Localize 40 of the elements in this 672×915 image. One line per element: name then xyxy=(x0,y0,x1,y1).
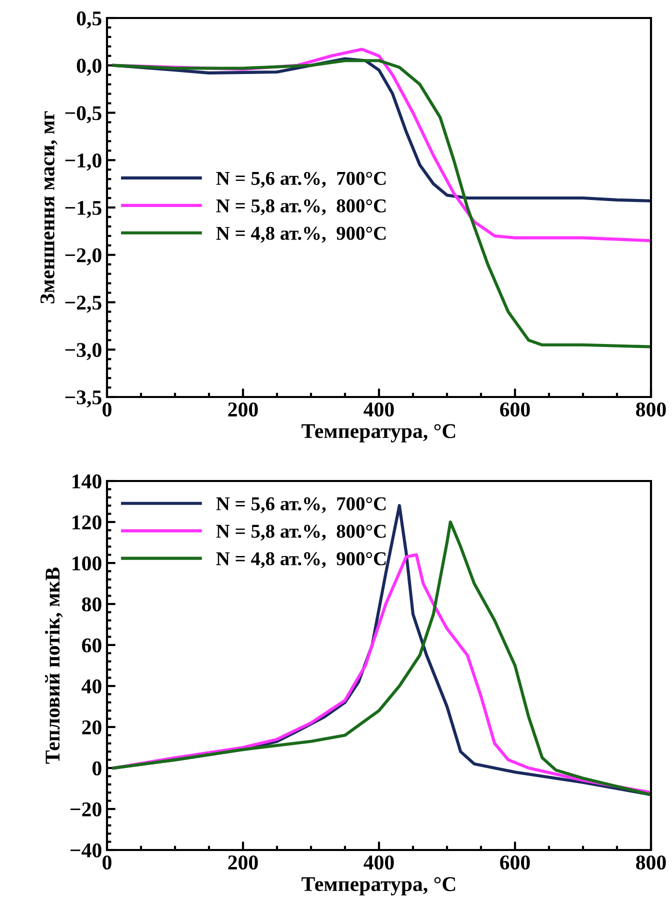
legend-label: N = 5,8 ат.%, 800°C xyxy=(216,524,386,541)
y-tick-label: −2,0 xyxy=(65,248,102,266)
y-tick-label: 20 xyxy=(82,720,102,734)
x-tick-label: 600 xyxy=(500,402,530,417)
x-tick-label: 800 xyxy=(636,402,666,417)
y-tick-label: 120 xyxy=(72,515,102,530)
y-tick-label: 0,5 xyxy=(76,11,102,28)
y-tick-label: −3,5 xyxy=(65,390,102,408)
legend-label: N = 5,8 ат.%, 800°C xyxy=(216,199,386,216)
y-tick-label: 0,0 xyxy=(76,58,102,76)
x-axis-title: Температура, °C xyxy=(302,424,456,442)
x-tick-label: 200 xyxy=(228,402,258,417)
x-tick-label: 200 xyxy=(228,855,258,870)
y-tick-label: 100 xyxy=(72,556,102,570)
legend-label: N = 5,6 ат.%, 700°C xyxy=(216,172,386,188)
y-tick-label: −2,5 xyxy=(65,296,102,313)
y-tick-label: 80 xyxy=(82,597,102,612)
x-tick-label: 400 xyxy=(364,402,394,417)
legend-label: N = 4,8 ат.%, 900°C xyxy=(216,226,386,243)
y-tick-label: 40 xyxy=(82,679,102,694)
y-axis-title: Тепловий потік, мкВ xyxy=(44,568,63,764)
x-axis-title: Температура, °C xyxy=(302,877,456,896)
y-tick-label: −1,5 xyxy=(65,200,102,218)
y-tick-label: −0,5 xyxy=(65,106,102,124)
x-tick-label: 600 xyxy=(500,855,530,870)
legend-label: N = 5,6 ат.%, 700°C xyxy=(216,497,386,514)
x-tick-label: 800 xyxy=(636,855,666,870)
x-tick-label: 0 xyxy=(102,402,112,417)
line-series xyxy=(112,59,651,348)
y-tick-label: −40 xyxy=(70,843,102,858)
y-axis-title: Зменшення маси, мг xyxy=(40,111,58,304)
x-tick-label: 400 xyxy=(364,855,394,870)
y-tick-label: −20 xyxy=(70,802,102,816)
y-tick-label: −1,0 xyxy=(65,154,102,171)
y-tick-label: −3,0 xyxy=(65,343,102,360)
x-tick-label: 0 xyxy=(102,855,112,870)
y-tick-label: 140 xyxy=(72,474,102,488)
y-tick-label: 60 xyxy=(82,638,102,652)
y-tick-label: 0 xyxy=(92,761,102,776)
legend-label: N = 4,8 ат.%, 900°C xyxy=(216,552,386,568)
